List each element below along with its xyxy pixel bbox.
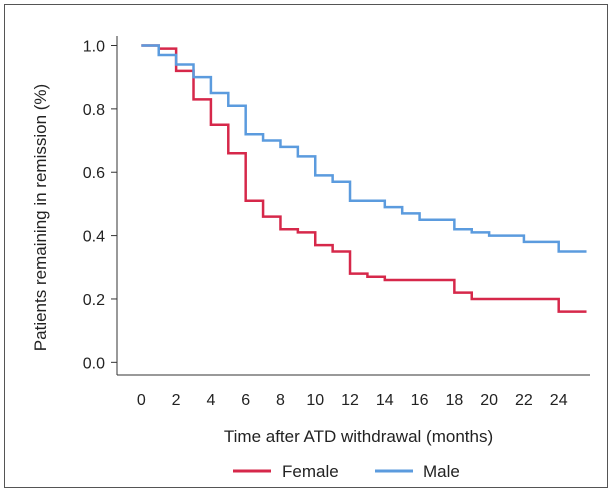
- y-axis-ticks: 0.0 0.2 0.4 0.6 0.8 1.0: [83, 39, 117, 372]
- x-axis-label: Time after ATD withdrawal (months): [224, 427, 493, 446]
- x-tick-label: 24: [550, 392, 568, 409]
- x-tick-label: 18: [445, 392, 463, 409]
- series-line-male: [141, 44, 587, 253]
- legend: Female Male: [233, 462, 460, 481]
- x-tick-label: 2: [172, 392, 181, 409]
- x-tick-label: 6: [241, 392, 250, 409]
- y-tick-label: 0.8: [83, 102, 105, 119]
- x-tick-label: 4: [206, 392, 215, 409]
- y-axis-label: Patients remaining in remission (%): [31, 84, 50, 351]
- series-layer: [141, 44, 587, 313]
- y-tick-label: 0.6: [83, 165, 105, 182]
- x-tick-label: 16: [411, 392, 429, 409]
- x-tick-label: 0: [137, 392, 146, 409]
- y-tick-label: 1.0: [83, 39, 105, 56]
- series-line-female: [141, 44, 587, 313]
- x-tick-label: 10: [306, 392, 324, 409]
- x-tick-label: 20: [480, 392, 498, 409]
- y-tick-label: 0.0: [83, 355, 105, 372]
- y-tick-label: 0.2: [83, 292, 105, 309]
- x-tick-label: 14: [376, 392, 394, 409]
- x-tick-label: 8: [276, 392, 285, 409]
- x-tick-label: 22: [515, 392, 533, 409]
- legend-label-female: Female: [282, 462, 339, 481]
- x-tick-label: 12: [341, 392, 359, 409]
- chart-frame: [4, 4, 608, 488]
- y-tick-label: 0.4: [83, 229, 105, 246]
- legend-label-male: Male: [423, 462, 460, 481]
- x-axis-ticks: 0 2 4 6 8 10 12 14 16 18 20 22 24: [137, 392, 568, 409]
